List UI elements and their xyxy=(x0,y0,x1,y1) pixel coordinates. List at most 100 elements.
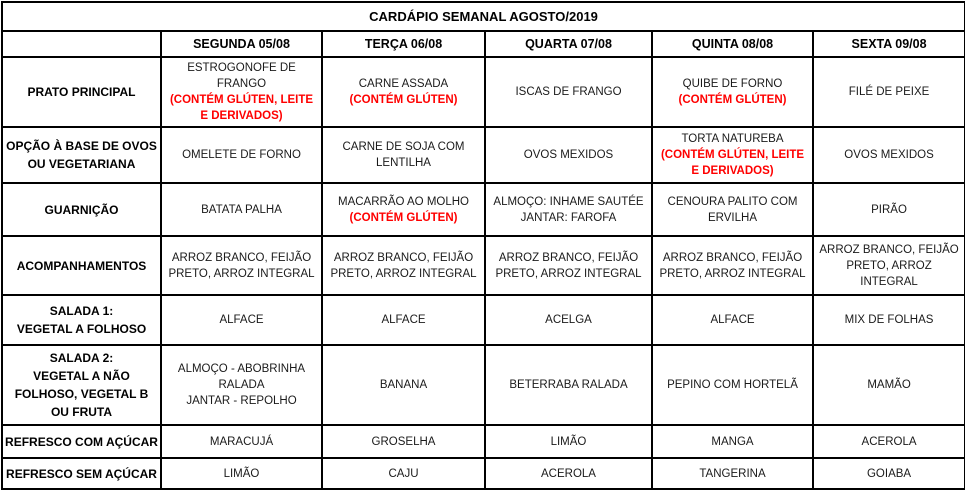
dish-name: ISCAS DE FRANGO xyxy=(515,86,622,99)
row-label: REFRESCO COM AÇÚCAR xyxy=(1,424,162,460)
dish-name: LIMÃO xyxy=(223,467,260,480)
menu-cell: ALFACE xyxy=(321,294,486,347)
menu-cell: LIMÃO xyxy=(484,424,653,460)
dish-name: ALMOÇO: INHAME SAUTÉE JANTAR: FAROFA xyxy=(493,195,644,224)
allergen-note: (CONTÉM GLÚTEN) xyxy=(349,94,458,107)
menu-cell: ARROZ BRANCO, FEIJÃO PRETO, ARROZ INTEGR… xyxy=(321,235,486,297)
menu-row: REFRESCO COM AÇÚCAR MARACUJÁ GROSELHA LIMÃO… xyxy=(1,424,965,460)
menu-body: PRATO PRINCIPAL ESTROGONOFE DE FRANGO (CON… xyxy=(1,55,965,491)
menu-cell: MANGA xyxy=(651,424,814,460)
menu-cell: TORTA NATUREBA (CONTÉM GLÚTEN, LEITE E DE… xyxy=(651,126,814,185)
allergen-note: (CONTÉM GLÚTEN, LEITE E DERIVADOS) xyxy=(660,149,805,178)
dish-name: MACARRÃO AO MOLHO xyxy=(338,195,469,208)
menu-cell: PIRÃO xyxy=(811,182,965,238)
title-row: CARDÁPIO SEMANAL AGOSTO/2019 xyxy=(0,1,965,32)
row-label: SALADA 1: VEGETAL A FOLHOSO xyxy=(1,294,162,347)
dish-name: BANANA xyxy=(379,379,428,392)
row-label: SALADA 2: VEGETAL A NÃO FOLHOSO, VEGETAL… xyxy=(1,344,162,427)
menu-cell: ALMOÇO: INHAME SAUTÉE JANTAR: FAROFA xyxy=(484,182,653,238)
dish-name: BETERRABA RALADA xyxy=(509,379,628,392)
day-header-1: SEGUNDA 05/08 xyxy=(160,30,323,58)
menu-cell: CARNE ASSADA (CONTÉM GLÚTEN) xyxy=(321,55,486,129)
row-label: OPÇÃO À BASE DE OVOS OU VEGETARIANA xyxy=(1,126,162,185)
menu-cell: ARROZ BRANCO, FEIJÃO PRETO, ARROZ INTEGR… xyxy=(484,235,653,297)
dish-name: PIRÃO xyxy=(871,203,907,216)
menu-cell: PEPINO COM HORTELÃ xyxy=(651,344,814,427)
menu-cell: MAMÃO xyxy=(811,344,965,427)
menu-row: REFRESCO SEM AÇÚCAR LIMÃO CAJU ACEROLA TANGE… xyxy=(1,457,965,491)
allergen-note: (CONTÉM GLÚTEN, LEITE E DERIVADOS) xyxy=(169,94,314,123)
dish-name: ACEROLA xyxy=(541,467,596,480)
dish-name: FILÉ DE PEIXE xyxy=(848,86,930,99)
dish-name: MARACUJÁ xyxy=(209,435,274,448)
dish-name: GOIABA xyxy=(866,467,912,480)
dish-name: LIMÃO xyxy=(550,435,587,448)
menu-cell: OVOS MEXIDOS xyxy=(484,126,653,185)
menu-cell: ACEROLA xyxy=(484,457,653,491)
menu-cell: CENOURA PALITO COM ERVILHA xyxy=(651,182,814,238)
menu-cell: OVOS MEXIDOS xyxy=(811,126,965,185)
menu-cell: ALFACE xyxy=(651,294,814,347)
dish-name: CENOURA PALITO COM ERVILHA xyxy=(667,195,798,224)
menu-cell: ESTROGONOFE DE FRANGO (CONTÉM GLÚTEN, LEI… xyxy=(160,55,323,129)
menu-cell: CAJU xyxy=(321,457,486,491)
row-label: PRATO PRINCIPAL xyxy=(1,55,162,129)
menu-row: SALADA 1: VEGETAL A FOLHOSO ALFACE ALFACE A… xyxy=(1,294,965,347)
allergen-note: (CONTÉM GLÚTEN) xyxy=(678,94,787,107)
menu-row: OPÇÃO À BASE DE OVOS OU VEGETARIANA OMELE… xyxy=(1,126,965,185)
menu-cell: BETERRABA RALADA xyxy=(484,344,653,427)
menu-cell: ALFACE xyxy=(160,294,323,347)
day-header-2: TERÇA 06/08 xyxy=(321,30,486,58)
corner-cell xyxy=(1,30,162,58)
dish-name: OMELETE DE FORNO xyxy=(182,149,301,162)
menu-cell: LIMÃO xyxy=(160,457,323,491)
dish-name: CARNE DE SOJA COM LENTILHA xyxy=(342,141,465,170)
dish-name: OVOS MEXIDOS xyxy=(844,149,934,162)
dish-name: ALFACE xyxy=(219,314,264,327)
dish-name: GROSELHA xyxy=(371,435,436,448)
menu-cell: ACEROLA xyxy=(811,424,965,460)
dish-name: PEPINO COM HORTELÃ xyxy=(667,379,798,392)
dish-name: CARNE ASSADA xyxy=(358,78,449,91)
dish-name: ARROZ BRANCO, FEIJÃO PRETO, ARROZ INTEGR… xyxy=(168,251,315,280)
menu-row: SALADA 2: VEGETAL A NÃO FOLHOSO, VEGETAL… xyxy=(1,344,965,427)
day-header-4: QUINTA 08/08 xyxy=(651,30,814,58)
menu-cell: OMELETE DE FORNO xyxy=(160,126,323,185)
dish-name: MAMÃO xyxy=(867,379,911,392)
menu-cell: BANANA xyxy=(321,344,486,427)
menu-row: PRATO PRINCIPAL ESTROGONOFE DE FRANGO (CON… xyxy=(1,55,965,129)
menu-cell: ISCAS DE FRANGO xyxy=(484,55,653,129)
dish-name: ARROZ BRANCO, FEIJÃO PRETO, ARROZ INTEGR… xyxy=(659,251,806,280)
allergen-note: (CONTÉM GLÚTEN) xyxy=(349,211,458,224)
menu-cell: MACARRÃO AO MOLHO (CONTÉM GLÚTEN) xyxy=(321,182,486,238)
dish-name: ARROZ BRANCO, FEIJÃO PRETO, ARROZ INTEGR… xyxy=(819,243,959,288)
dish-name: MANGA xyxy=(711,435,754,448)
dish-name: ARROZ BRANCO, FEIJÃO PRETO, ARROZ INTEGR… xyxy=(330,251,477,280)
menu-cell: FILÉ DE PEIXE xyxy=(811,55,965,129)
menu-cell: ARROZ BRANCO, FEIJÃO PRETO, ARROZ INTEGR… xyxy=(160,235,323,297)
dish-name: MIX DE FOLHAS xyxy=(844,314,934,327)
menu-cell: TANGERINA xyxy=(651,457,814,491)
dish-name: ACEROLA xyxy=(861,435,917,448)
menu-cell: ARROZ BRANCO, FEIJÃO PRETO, ARROZ INTEGR… xyxy=(651,235,814,297)
page-title: CARDÁPIO SEMANAL AGOSTO/2019 xyxy=(0,1,965,32)
dish-name: TANGERINA xyxy=(699,467,766,480)
day-header-5: SEXTA 09/08 xyxy=(811,30,965,58)
dish-name: ACELGA xyxy=(545,314,592,327)
dish-name: ALFACE xyxy=(710,314,755,327)
menu-cell: MARACUJÁ xyxy=(160,424,323,460)
menu-cell: ALMOÇO - ABOBRINHA RALADA JANTAR - REPOL… xyxy=(160,344,323,427)
dish-name: ARROZ BRANCO, FEIJÃO PRETO, ARROZ INTEGR… xyxy=(495,251,642,280)
menu-cell: BATATA PALHA xyxy=(160,182,323,238)
dish-name: ESTROGONOFE DE FRANGO xyxy=(187,62,296,91)
dish-name: BATATA PALHA xyxy=(201,203,282,216)
menu-cell: QUIBE DE FORNO (CONTÉM GLÚTEN) xyxy=(651,55,814,129)
dish-name: OVOS MEXIDOS xyxy=(523,149,614,162)
menu-row: ACOMPANHAMENTOS ARROZ BRANCO, FEIJÃO PRET… xyxy=(1,235,965,297)
menu-cell: ACELGA xyxy=(484,294,653,347)
menu-row: GUARNIÇÃO BATATA PALHA MACARRÃO AO MOLHO (C… xyxy=(1,182,965,238)
row-label: ACOMPANHAMENTOS xyxy=(1,235,162,297)
dish-name: QUIBE DE FORNO xyxy=(682,78,783,91)
